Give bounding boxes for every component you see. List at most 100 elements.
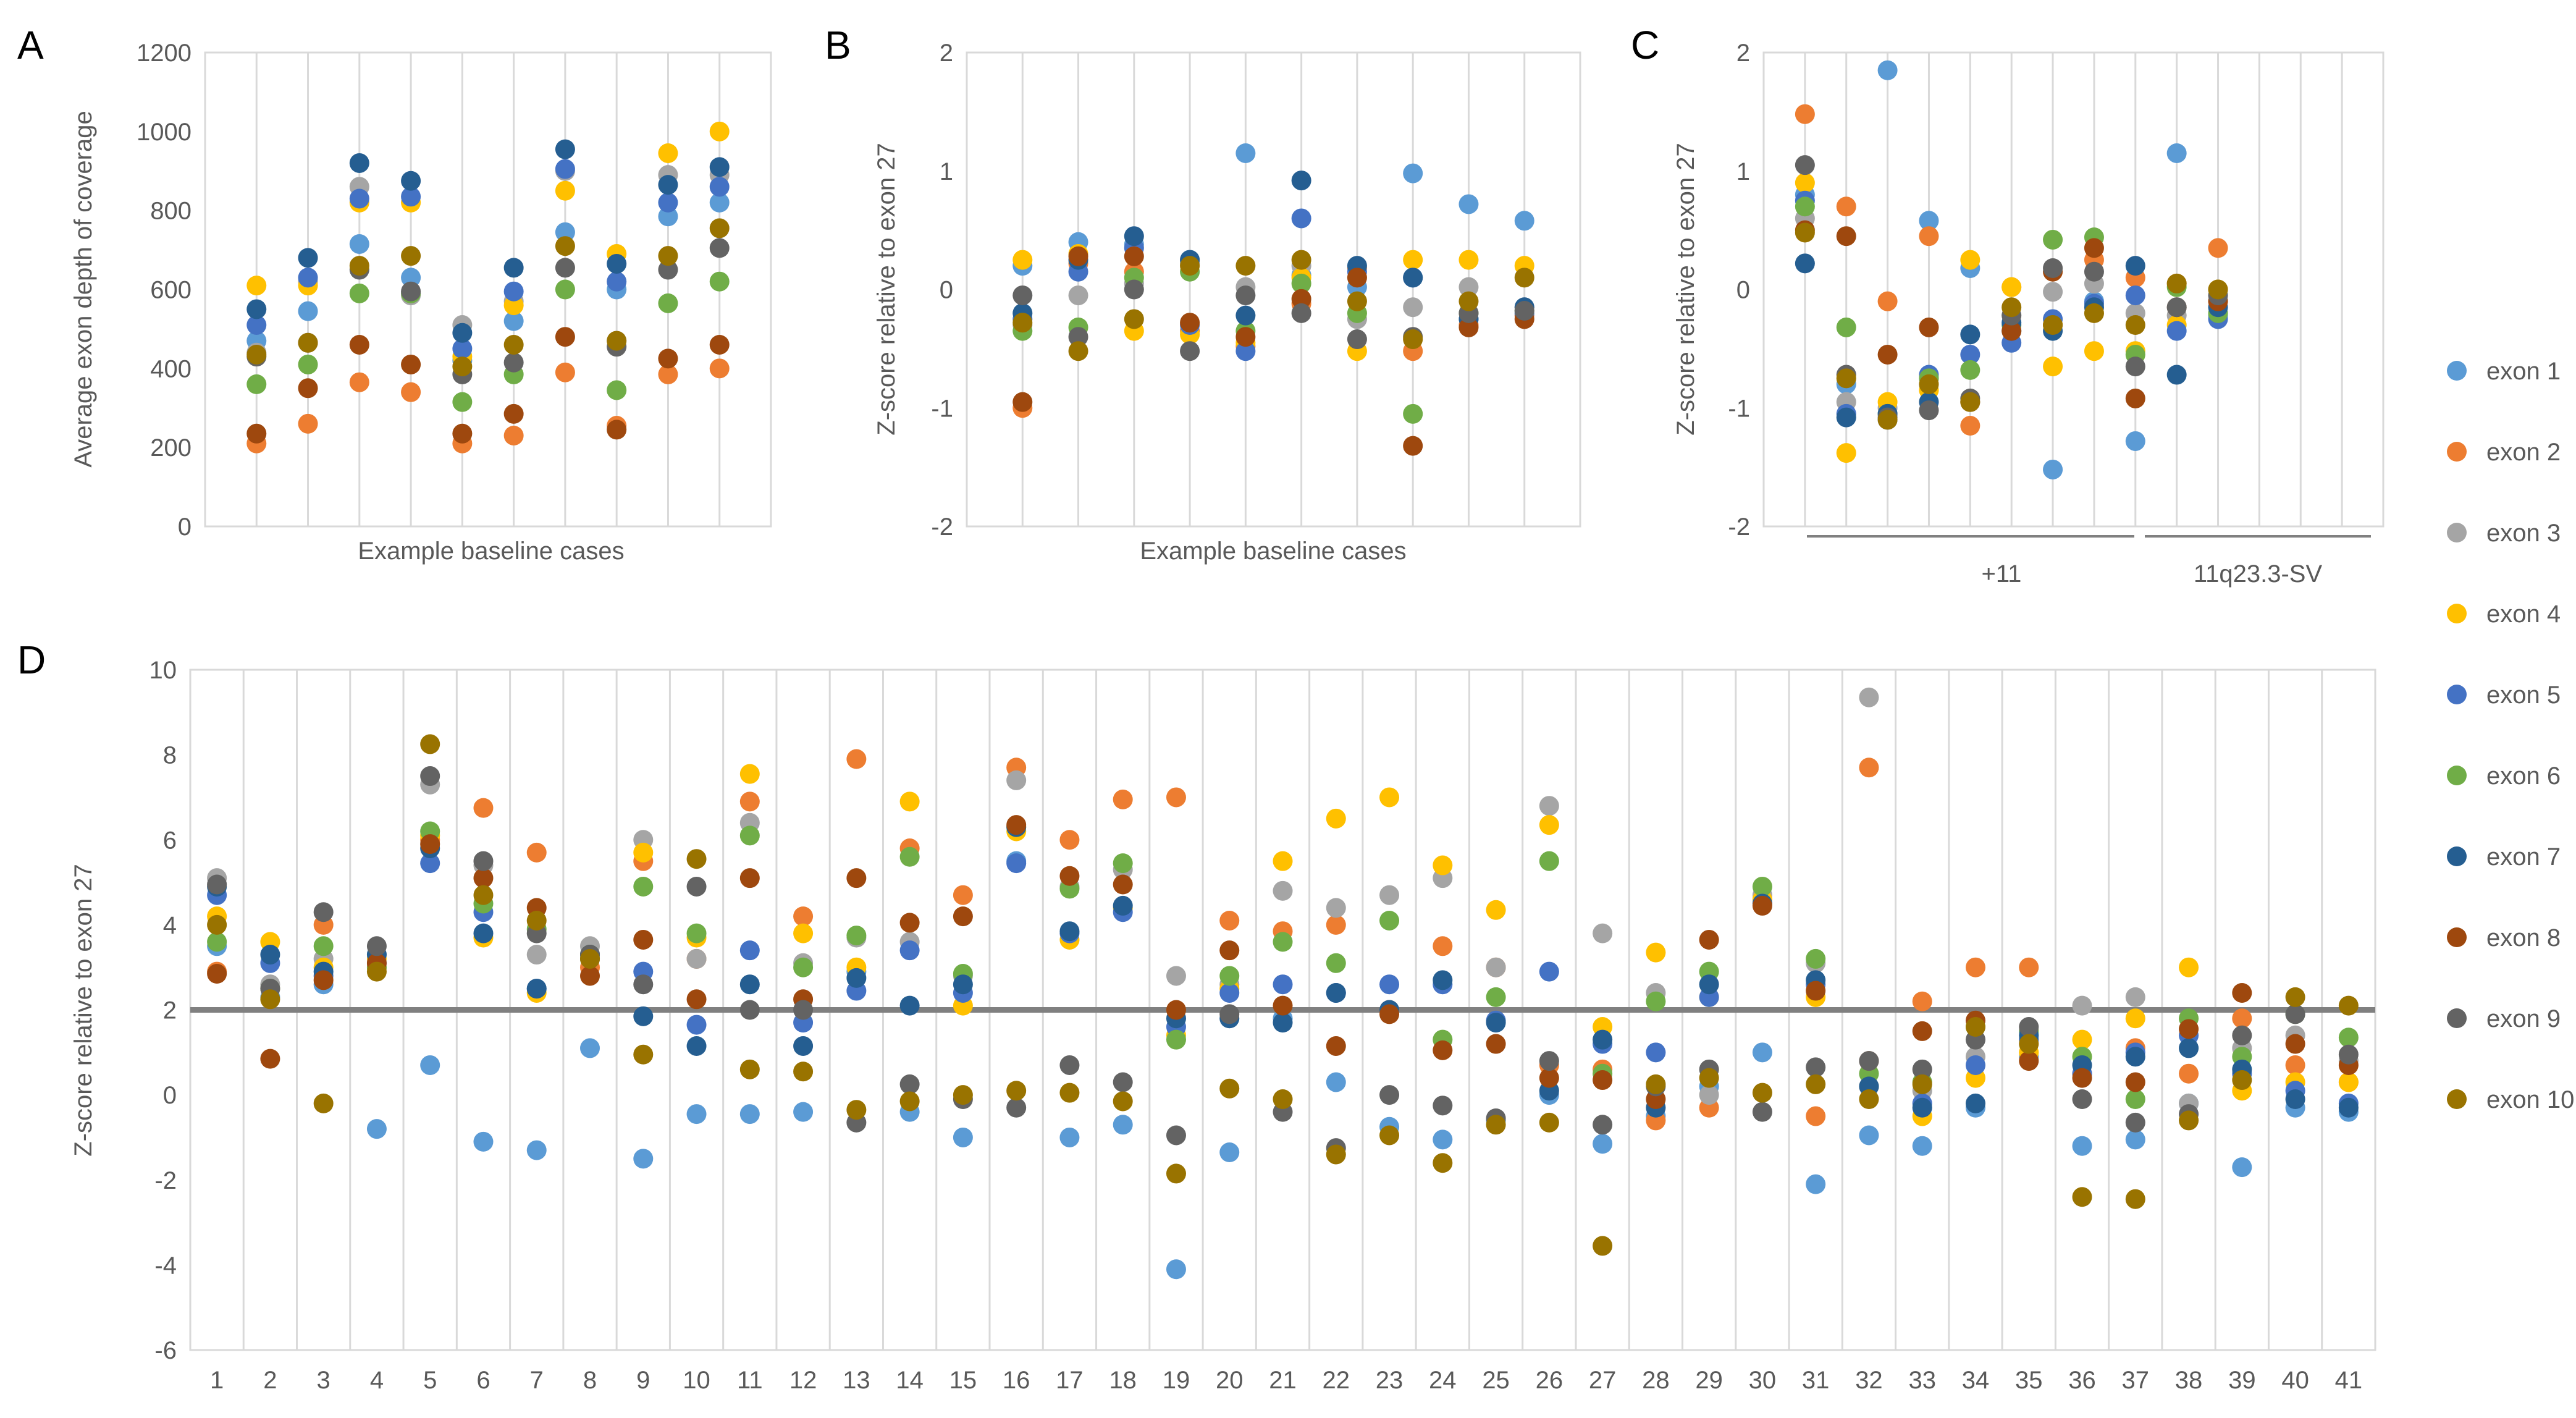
panel-d-point-exon-10 [1219,1078,1240,1099]
panel-a-point-exon-10 [503,334,524,355]
panel-d-point-exon-9 [207,874,227,895]
panel-d-point-exon-10 [473,885,494,905]
panel-a-point-exon-7 [709,157,730,177]
panel-d-ytick-label: -4 [154,1252,177,1279]
panel-d-point-exon-2 [1166,787,1186,808]
panel-d-point-exon-7 [1113,895,1133,916]
panel-d-xtick-label: 10 [683,1367,710,1394]
panel-b-point-exon-3 [1403,297,1423,318]
panel-a-point-exon-10 [298,332,318,353]
panel-c-point-exon-9 [1919,400,1939,421]
panel-d-xtick-label: 26 [1536,1367,1564,1394]
panel-d-point-exon-4 [1433,855,1453,876]
panel-d-point-exon-10 [420,734,440,754]
panel-c-point-exon-8 [1877,344,1898,365]
panel-b-point-exon-1 [1235,143,1256,163]
panel-c-point-exon-1 [2125,431,2145,451]
panel-c-point-exon-1 [1919,211,1939,231]
panel-d-point-exon-10 [1699,1068,1719,1088]
panel-d-point-exon-6 [899,846,920,867]
panel-a-point-exon-7 [607,253,627,274]
panel-d-xtick-label: 20 [1216,1367,1244,1394]
panel-d-point-exon-1 [473,1131,494,1152]
panel-d-point-exon-9 [1006,1097,1027,1118]
panel-d-point-exon-5 [1539,961,1559,982]
panel-d-point-exon-10 [580,948,600,969]
panel-d-point-exon-2 [1326,914,1346,935]
panel-d-point-exon-6 [1113,853,1133,874]
panel-d-point-exon-9 [1752,1102,1772,1122]
panel-d-point-exon-6 [1539,851,1559,871]
panel-a-plot-area [204,51,772,528]
panel-d-point-exon-6 [1219,966,1240,986]
panel-a-point-exon-5 [349,188,369,209]
panel-d-point-exon-1 [1166,1259,1186,1280]
panel-a-point-exon-5 [452,339,473,359]
panel-d-point-exon-8 [1752,895,1772,916]
panel-a-point-exon-1 [503,311,524,331]
panel-d-point-exon-5 [1646,1042,1666,1063]
panel-b-ylabel: Z-score relative to exon 27 [873,143,900,436]
panel-d-point-exon-8 [207,964,227,984]
panel-d-point-exon-10 [1912,1074,1932,1094]
panel-d-xtick-label: 28 [1642,1367,1670,1394]
panel-d-point-exon-3 [1699,1085,1719,1105]
panel-a-point-exon-8 [555,327,575,347]
panel-b-ytick-label: 0 [940,277,953,304]
panel-d-point-exon-1 [1593,1134,1613,1154]
panel-a-point-exon-6 [298,354,318,374]
panel-d-point-exon-9 [1433,1095,1453,1116]
panel-d-xtick-label: 1 [210,1367,224,1394]
panel-d-xtick-label: 25 [1482,1367,1510,1394]
panel-a-point-exon-8 [298,378,318,399]
panel-d-point-exon-1 [1806,1174,1826,1194]
panel-a-point-exon-9 [401,281,421,302]
panel-d-xtick-label: 41 [2335,1367,2363,1394]
panel-d-point-exon-8 [1486,1034,1506,1054]
panel-b-point-exon-9 [1012,285,1033,306]
panel-d-point-exon-10 [2019,1034,2039,1054]
panel-c-point-exon-6 [1960,360,1980,380]
panel-d-point-exon-5 [1379,974,1400,995]
panel-d-point-exon-6 [739,825,760,846]
panel-d-point-exon-8 [633,929,654,950]
panel-d-point-exon-7 [1433,970,1453,990]
panel-d-xtick-label: 15 [949,1367,977,1394]
panel-d-point-exon-6 [1326,953,1346,973]
panel-b-point-exon-10 [1068,341,1088,361]
panel-c-point-exon-6 [2043,229,2063,250]
panel-c-point-exon-10 [2043,315,2063,336]
panel-d-point-exon-3 [1273,880,1293,901]
panel-d-point-exon-3 [2125,987,2145,1007]
panel-d-ytick-label: 2 [163,997,177,1024]
panel-d-point-exon-5 [1273,974,1293,995]
panel-d-point-exon-10 [686,849,707,869]
panel-a-point-exon-4 [246,276,267,296]
panel-d-point-exon-9 [1859,1051,1879,1071]
panel-d-point-exon-10 [2232,1070,2252,1091]
panel-b-point-exon-9 [1291,303,1311,323]
panel-letter-b: B [825,23,851,67]
panel-d-point-exon-9 [686,876,707,897]
panel-c-ytick-label: -1 [1728,395,1750,422]
panel-c-ytick-label: 1 [1736,158,1750,185]
panel-d-point-exon-9 [420,766,440,787]
panel-d-point-exon-3 [1379,885,1400,905]
panel-d-point-exon-9 [1379,1085,1400,1105]
panel-d-xtick-label: 39 [2228,1367,2256,1394]
panel-c-point-exon-10 [2084,303,2104,323]
panel-a-point-exon-8 [503,403,524,424]
panel-b-point-exon-7 [1124,226,1144,247]
panel-d-point-exon-1 [739,1104,760,1125]
panel-d-point-exon-9 [793,1000,814,1020]
panel-c-point-exon-8 [2084,238,2104,258]
panel-c-point-exon-4 [1795,172,1815,193]
panel-d-point-exon-4 [2072,1029,2092,1050]
panel-b-point-exon-10 [1514,268,1534,288]
panel-c-point-exon-8 [2125,388,2145,408]
panel-d-point-exon-8 [1006,815,1027,835]
panel-a-point-exon-5 [607,271,627,292]
panel-d-point-exon-9 [739,1000,760,1020]
legend-marker-exon-9 [2447,1008,2467,1028]
legend-label-exon-4: exon 4 [2486,601,2561,628]
